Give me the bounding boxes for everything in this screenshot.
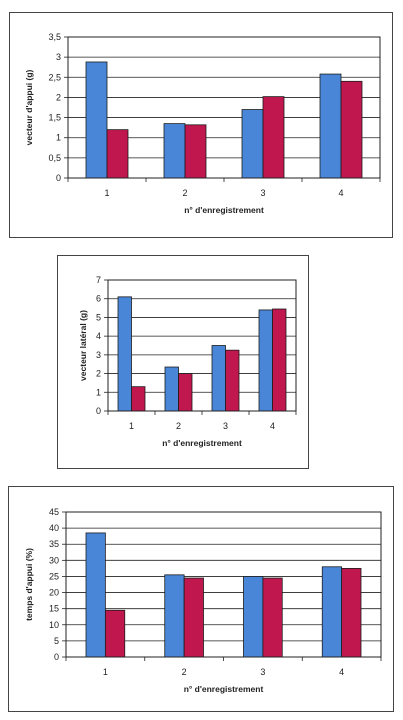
- y-tick-label: 5: [96, 312, 101, 322]
- bar-series-1-cat-3: [243, 576, 264, 658]
- y-tick-label: 30: [49, 555, 59, 565]
- x-tick-label: 3: [260, 667, 265, 677]
- bar-series-2-cat-2: [178, 373, 193, 412]
- y-tick-label: 40: [49, 523, 59, 533]
- bar-series-2-cat-1: [104, 609, 126, 658]
- y-tick-label: 1,5: [48, 113, 61, 123]
- x-axis-title: n° d'enregistrement: [162, 438, 242, 448]
- chart-panel-vecteur-appui: 0 0,5 1 1,5 2 2,5 3 3,5 1 2 3 4 n° d'enregistrement v…: [9, 12, 393, 238]
- bar-series-2-cat-4: [272, 308, 287, 412]
- bar-series-1-cat-4: [319, 73, 342, 179]
- y-tick-label: 35: [49, 539, 59, 549]
- y-tick-label: 7: [96, 275, 101, 285]
- y-tick-label: 0,5: [48, 153, 61, 163]
- y-tick-label: 10: [49, 620, 59, 630]
- y-tick-label: 0: [96, 406, 101, 416]
- bar-series-2-cat-4: [340, 80, 363, 179]
- y-tick-label: 3,5: [48, 32, 61, 42]
- bar-series-1-cat-4: [258, 309, 273, 412]
- bar-series-1-cat-3: [241, 109, 264, 179]
- y-tick-label: 15: [49, 604, 59, 614]
- x-axis-title: n° d'enregistrement: [184, 684, 264, 694]
- x-tick-label: 2: [182, 667, 187, 677]
- y-tick-label: 45: [49, 507, 59, 517]
- x-tick-label: 4: [270, 421, 275, 431]
- y-tick-label: 25: [49, 571, 59, 581]
- y-tick-label: 0: [56, 173, 61, 183]
- bar-series-1-cat-2: [164, 574, 185, 658]
- x-axis-title: n° d'enregistrement: [184, 205, 264, 215]
- x-tick-label: 4: [338, 188, 343, 198]
- y-tick-label: 4: [96, 331, 101, 341]
- y-tick-label: 5: [54, 636, 59, 646]
- y-tick-label: 3: [96, 350, 101, 360]
- y-tick-label: 2: [96, 369, 101, 379]
- y-tick-label: 20: [49, 588, 59, 598]
- bar-series-2-cat-2: [184, 124, 207, 179]
- bar-series-2-cat-3: [225, 349, 240, 412]
- bar-series-2-cat-4: [341, 567, 362, 658]
- y-tick-label: 6: [96, 294, 101, 304]
- x-tick-label: 1: [104, 188, 109, 198]
- bar-series-1-cat-4: [321, 566, 343, 658]
- y-axis-title: vecteur d'appui (g): [24, 69, 34, 145]
- bar-series-2-cat-1: [106, 129, 129, 179]
- bar-series-1-cat-1: [85, 532, 106, 658]
- x-tick-label: 1: [103, 667, 108, 677]
- x-tick-label: 3: [223, 421, 228, 431]
- x-tick-label: 1: [129, 421, 134, 431]
- y-tick-label: 2,5: [48, 72, 61, 82]
- y-tick-label: 2: [56, 92, 61, 102]
- x-tick-label: 2: [176, 421, 181, 431]
- bar-series-1-cat-1: [117, 296, 132, 412]
- y-tick-label: 3: [56, 52, 61, 62]
- y-axis-title: vecteur latéral (g): [78, 310, 88, 381]
- bar-series-1-cat-1: [85, 61, 108, 179]
- chart-panel-temps-appui: 0 5 10 15 20 25 30 35 40 45 1 2 3 4 n° d'enregistremen…: [8, 486, 394, 712]
- chart-vecteur-lateral: 0 1 2 3 4 5 6 7 1 2 3 4 n° d'enregistrement vecteur l…: [78, 275, 297, 448]
- y-tick-label: 0: [54, 652, 59, 662]
- bar-series-2-cat-1: [131, 386, 146, 412]
- x-tick-label: 4: [339, 667, 344, 677]
- chart-panel-vecteur-lateral: 0 1 2 3 4 5 6 7 1 2 3 4 n° d'enregistrement vecteur l…: [57, 255, 309, 469]
- bar-series-1-cat-2: [163, 123, 186, 179]
- chart-vecteur-appui: 0 0,5 1 1,5 2 2,5 3 3,5 1 2 3 4 n° d'enregistrement v…: [24, 32, 381, 215]
- bar-series-2-cat-2: [183, 577, 204, 658]
- bar-series-1-cat-3: [211, 345, 226, 412]
- y-axis-title: temps d'appui (%): [24, 548, 34, 621]
- y-tick-label: 1: [96, 387, 101, 397]
- chart-temps-appui: 0 5 10 15 20 25 30 35 40 45 1 2 3 4 n° d'enregistremen…: [24, 507, 382, 694]
- x-tick-label: 3: [260, 188, 265, 198]
- y-tick-label: 1: [56, 133, 61, 143]
- bar-series-2-cat-3: [262, 96, 285, 179]
- bar-series-1-cat-2: [164, 366, 179, 412]
- x-tick-label: 2: [182, 188, 187, 198]
- bar-series-2-cat-3: [262, 577, 283, 658]
